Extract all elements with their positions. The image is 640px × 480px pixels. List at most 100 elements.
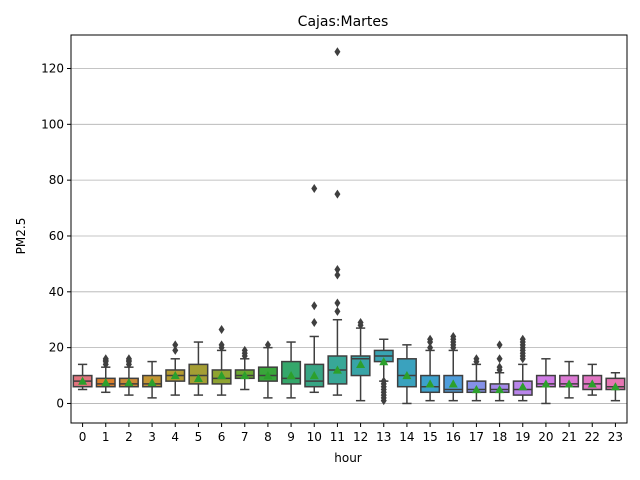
x-tick-label: 12 [353, 430, 368, 444]
x-tick-label: 6 [218, 430, 226, 444]
y-tick-label: 80 [49, 173, 64, 187]
box-hour-21 [559, 360, 580, 399]
box-hour-8 [257, 340, 278, 399]
outlier-point [519, 334, 526, 344]
outlier-point [311, 301, 318, 311]
mean-marker [101, 378, 111, 387]
outlier-point [496, 354, 503, 364]
mean-marker [240, 371, 250, 380]
x-tick-label: 2 [125, 430, 133, 444]
x-tick-label: 17 [469, 430, 484, 444]
outlier-point [172, 340, 179, 350]
x-axis: 0 1 2 3 4 5 6 7 8 9 10 11 12 13 14 15 16 17 18 19 20 21 22 23 [79, 423, 623, 444]
outlier-point [311, 318, 318, 328]
box-hour-17 [466, 354, 487, 402]
mean-marker [356, 359, 366, 368]
y-tick-label: 20 [49, 341, 64, 355]
x-tick-label: 22 [585, 430, 600, 444]
outlier-point [172, 345, 179, 355]
x-tick-label: 13 [376, 430, 391, 444]
box-hour-22 [582, 363, 603, 396]
x-tick-label: 0 [79, 430, 87, 444]
x-tick-label: 5 [195, 430, 203, 444]
box-hour-6 [211, 324, 232, 396]
outlier-point [427, 334, 434, 344]
mean-marker [518, 382, 528, 391]
mean-marker [587, 379, 597, 388]
outlier-point [427, 343, 434, 353]
x-tick-label: 21 [561, 430, 576, 444]
outlier-point [334, 47, 341, 57]
chart-title: Cajas:Martes [298, 14, 389, 30]
box-hour-10 [304, 184, 325, 394]
mean-marker [147, 378, 157, 387]
mean-marker [610, 382, 620, 391]
outlier-point [264, 340, 271, 350]
outlier-point [473, 354, 480, 364]
x-tick-label: 9 [287, 430, 295, 444]
mean-marker [541, 379, 551, 388]
mean-marker [217, 371, 227, 380]
mean-marker [495, 385, 505, 394]
mean-marker [193, 373, 203, 382]
box-hour-3 [142, 360, 163, 399]
mean-marker [309, 371, 319, 380]
mean-marker [425, 379, 435, 388]
x-tick-label: 4 [171, 430, 179, 444]
mean-marker [379, 357, 389, 366]
outlier-point [102, 354, 109, 364]
box-hour-20 [535, 358, 556, 405]
y-axis: 0 20 40 60 80 100 120 [41, 61, 71, 410]
box-hour-5 [188, 341, 209, 396]
y-tick-label: 40 [49, 285, 64, 299]
y-tick-label: 100 [41, 117, 64, 131]
mean-marker [402, 371, 412, 380]
box-hour-12 [350, 318, 371, 402]
mean-marker [263, 371, 273, 380]
outlier-point [311, 184, 318, 194]
outlier-point [450, 331, 457, 341]
x-tick-label: 3 [148, 430, 156, 444]
box-hour-7 [234, 345, 255, 391]
box-hour-11 [327, 47, 348, 396]
x-tick-label: 15 [422, 430, 437, 444]
outlier-point [496, 340, 503, 350]
x-tick-label: 8 [264, 430, 272, 444]
boxes [72, 47, 626, 406]
x-tick-label: 14 [399, 430, 414, 444]
x-tick-label: 18 [492, 430, 507, 444]
x-tick-label: 1 [102, 430, 110, 444]
outlier-point [334, 306, 341, 316]
outlier-point [218, 340, 225, 350]
outlier-point [357, 318, 364, 328]
mean-marker [564, 379, 574, 388]
x-tick-label: 16 [446, 430, 461, 444]
outlier-point [218, 324, 225, 334]
gridlines [71, 68, 627, 404]
y-tick-label: 0 [56, 396, 64, 410]
outlier-point [496, 362, 503, 372]
box-hour-0 [72, 363, 93, 391]
outlier-point [380, 376, 387, 386]
outlier-point [334, 189, 341, 199]
y-tick-label: 120 [41, 61, 64, 75]
mean-marker [170, 371, 180, 380]
box-hour-2 [118, 354, 139, 396]
outlier-point [334, 264, 341, 274]
box-hour-13 [373, 338, 394, 406]
box-hour-4 [165, 340, 186, 396]
mean-marker [332, 365, 342, 374]
outlier-point [241, 345, 248, 355]
mean-marker [471, 385, 481, 394]
mean-marker [448, 379, 458, 388]
box-hour-16 [443, 331, 464, 402]
x-tick-label: 10 [307, 430, 322, 444]
x-tick-label: 20 [538, 430, 553, 444]
box-hour-15 [420, 334, 441, 402]
x-tick-label: 11 [330, 430, 345, 444]
x-tick-label: 7 [241, 430, 249, 444]
outlier-point [125, 354, 132, 364]
outlier-point [334, 298, 341, 308]
x-tick-label: 23 [608, 430, 623, 444]
